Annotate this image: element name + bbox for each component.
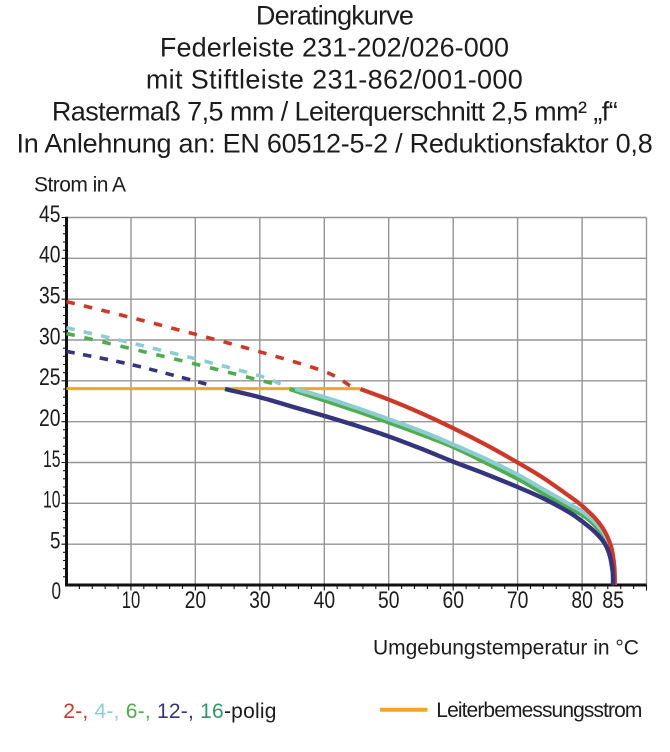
svg-text:45: 45 [39, 201, 61, 228]
svg-text:Umgebungstemperatur in °C: Umgebungstemperatur in °C [373, 637, 639, 660]
svg-text:Federleiste 231-202/026-000: Federleiste 231-202/026-000 [160, 33, 509, 63]
svg-text:20: 20 [185, 587, 207, 614]
svg-text:5: 5 [50, 528, 61, 555]
svg-text:In Anlehnung an: EN 60512-5-2: In Anlehnung an: EN 60512-5-2 / Reduktio… [17, 129, 653, 159]
svg-text:Leiterbemessungsstrom: Leiterbemessungsstrom [436, 699, 642, 722]
svg-text:40: 40 [39, 242, 61, 269]
svg-text:80: 80 [571, 587, 593, 614]
svg-text:85: 85 [602, 587, 624, 614]
svg-text:70: 70 [507, 587, 529, 614]
svg-text:15: 15 [43, 446, 61, 473]
svg-text:10: 10 [43, 487, 61, 514]
svg-text:25: 25 [39, 364, 61, 391]
svg-text:Rastermaß 7,5 mm / Leiterquers: Rastermaß 7,5 mm / Leiterquerschnitt 2,5… [52, 97, 617, 127]
svg-text:35: 35 [39, 283, 61, 310]
svg-text:Strom in A: Strom in A [34, 174, 126, 197]
svg-text:30: 30 [249, 587, 271, 614]
svg-text:mit Stiftleiste 231-862/001-00: mit Stiftleiste 231-862/001-000 [146, 65, 523, 95]
svg-text:2-, 4-, 6-, 12-, 16-polig: 2-, 4-, 6-, 12-, 16-polig [63, 700, 276, 723]
svg-text:0: 0 [52, 578, 62, 605]
svg-text:10: 10 [122, 587, 141, 614]
svg-text:50: 50 [378, 587, 400, 614]
svg-text:40: 40 [314, 587, 336, 614]
svg-text:60: 60 [443, 587, 465, 614]
svg-text:Deratingkurve: Deratingkurve [256, 1, 413, 31]
svg-text:20: 20 [39, 405, 61, 432]
svg-text:30: 30 [39, 323, 61, 350]
